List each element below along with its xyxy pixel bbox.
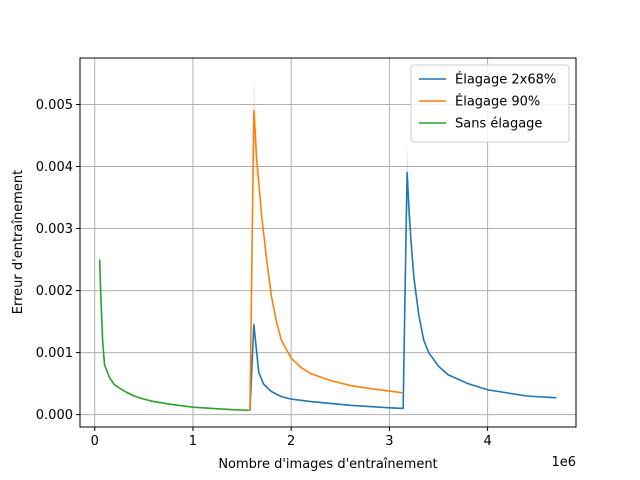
y-tick-label: 0.002 bbox=[36, 284, 73, 299]
y-tick-label: 0.000 bbox=[36, 408, 73, 423]
x-tick-label: 2 bbox=[287, 434, 295, 449]
x-tick-label: 4 bbox=[483, 434, 491, 449]
legend-box bbox=[410, 64, 570, 143]
y-tick-label: 0.001 bbox=[36, 346, 73, 361]
series-lines bbox=[98, 109, 557, 412]
x-tick-label: 1 bbox=[189, 434, 197, 449]
y-axis: 0.000 0.001 0.002 0.003 0.004 0.005 bbox=[36, 98, 80, 423]
legend-label: Élagage 2x68% bbox=[455, 72, 556, 88]
plot-frame bbox=[79, 57, 577, 428]
series-line bbox=[98, 259, 249, 412]
legend-label: Élagage 90% bbox=[455, 94, 540, 110]
y-tick-label: 0.004 bbox=[36, 160, 73, 175]
x-axis: 0 1 2 3 4 bbox=[91, 427, 492, 449]
y-tick-label: 0.003 bbox=[36, 222, 73, 237]
series-line bbox=[249, 109, 404, 411]
x-axis-label: Nombre d'images d'entraînement bbox=[218, 457, 437, 472]
y-tick-label: 0.005 bbox=[36, 98, 73, 113]
x-tick-label: 3 bbox=[385, 434, 393, 449]
legend-label: Sans élagage bbox=[455, 117, 542, 132]
x-offset-label: 1e6 bbox=[551, 455, 576, 470]
legend: Élagage 2x68% Élagage 90% Sans élagage bbox=[410, 64, 570, 143]
spike-band bbox=[249, 74, 257, 411]
series-line bbox=[249, 171, 557, 411]
y-axis-label: Erreur d'entraînement bbox=[11, 170, 26, 314]
x-tick-label: 0 bbox=[91, 434, 99, 449]
